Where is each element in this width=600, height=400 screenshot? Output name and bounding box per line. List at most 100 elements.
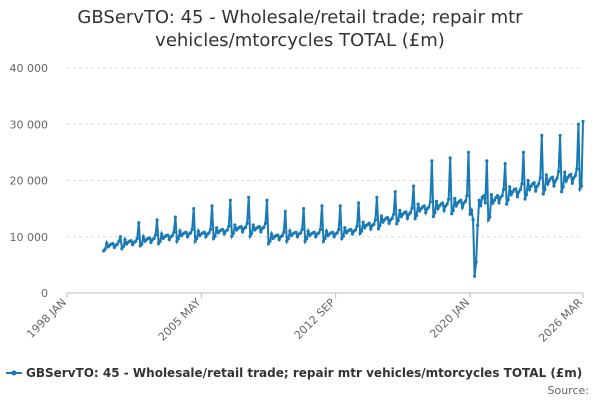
data-point [514, 187, 518, 191]
data-point [134, 239, 138, 243]
data-point [176, 236, 181, 241]
data-point [447, 197, 451, 201]
data-point [358, 231, 362, 235]
data-point [173, 215, 177, 219]
data-point [155, 218, 159, 222]
data-point [355, 224, 359, 228]
data-point [489, 192, 494, 197]
data-point [526, 178, 530, 183]
data-point [263, 221, 268, 225]
data-point [558, 133, 562, 138]
data-point [149, 240, 153, 244]
data-point [338, 204, 342, 208]
data-point [251, 223, 255, 227]
data-point [269, 232, 274, 236]
data-point [564, 179, 568, 183]
data-point [178, 229, 182, 233]
data-point [120, 246, 124, 251]
data-point [367, 221, 371, 225]
data-point [471, 218, 475, 222]
data-point [517, 190, 521, 194]
data-point [453, 196, 457, 201]
data-point [523, 197, 527, 201]
data-point [434, 199, 439, 203]
data-point [166, 233, 170, 237]
data-point [486, 218, 490, 222]
data-point [410, 206, 414, 210]
data-point [436, 207, 440, 211]
data-point [387, 221, 391, 225]
data-point [361, 220, 365, 224]
data-point [418, 209, 422, 213]
data-point [414, 213, 419, 217]
data-point [482, 194, 486, 198]
data-point [193, 239, 197, 243]
data-point [356, 201, 361, 205]
data-point [294, 230, 298, 234]
data-point [459, 198, 463, 202]
data-point [405, 216, 410, 220]
data-point [553, 178, 558, 183]
data-point [129, 239, 133, 243]
data-point [428, 200, 432, 204]
data-point [543, 187, 547, 192]
data-point [502, 187, 506, 192]
data-point [563, 170, 567, 174]
data-point [350, 232, 355, 236]
data-point [393, 190, 397, 194]
data-point [111, 241, 115, 246]
data-point [250, 231, 254, 235]
data-point [303, 239, 307, 243]
data-point [340, 236, 344, 241]
data-point [207, 231, 211, 235]
data-point [477, 198, 481, 202]
data-point [424, 210, 428, 215]
data-point [172, 230, 176, 234]
data-point [117, 239, 121, 243]
data-point [373, 218, 377, 222]
data-point [465, 194, 469, 198]
data-point [266, 241, 271, 246]
data-point [196, 229, 200, 233]
y-tick-label: 0 [41, 287, 48, 300]
data-point [479, 204, 483, 208]
data-point [430, 159, 434, 163]
data-point [503, 162, 507, 166]
data-point [442, 208, 446, 212]
data-point [556, 169, 561, 174]
data-point [460, 205, 464, 210]
data-point [257, 225, 261, 229]
data-point [404, 210, 408, 214]
data-point [265, 198, 269, 202]
data-point [535, 184, 539, 188]
data-point [474, 260, 478, 264]
data-point [298, 231, 303, 235]
data-point [372, 222, 376, 226]
data-point [433, 210, 437, 215]
data-point [105, 241, 109, 245]
data-point [276, 233, 280, 237]
data-point [520, 182, 524, 186]
data-point [560, 190, 564, 194]
data-point [431, 214, 435, 219]
data-point [221, 227, 225, 232]
data-point [521, 150, 526, 154]
data-point [473, 274, 477, 278]
data-point [262, 225, 266, 229]
x-tick-label: 2005 MAY [156, 296, 204, 344]
data-point [160, 232, 164, 236]
data-point [137, 221, 141, 225]
data-point [202, 230, 206, 234]
source-label: Source: [548, 384, 590, 397]
y-tick-label: 40 000 [10, 62, 49, 75]
data-point [306, 229, 310, 233]
data-point [547, 178, 552, 183]
data-point [153, 233, 158, 237]
data-point [167, 237, 171, 242]
data-point [541, 192, 545, 196]
legend-marker [11, 370, 17, 376]
data-point [324, 229, 329, 233]
data-point [369, 227, 373, 231]
data-point [204, 235, 208, 239]
